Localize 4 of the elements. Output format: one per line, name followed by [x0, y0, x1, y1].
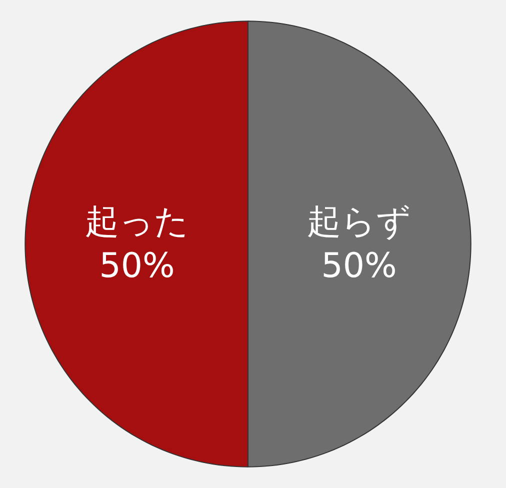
data-label: 50%: [99, 246, 175, 286]
data-label: 50%: [321, 246, 397, 286]
slice-label: 起らず: [307, 202, 411, 242]
slice-label: 起った: [85, 202, 189, 242]
